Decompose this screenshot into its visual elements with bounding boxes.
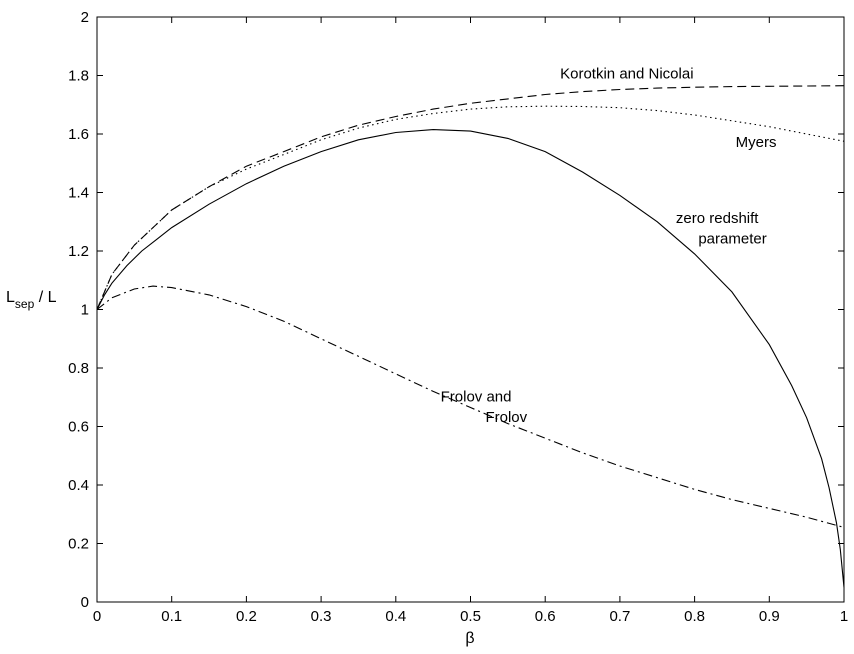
x-tick-label: 0.4	[385, 608, 406, 625]
series-line-1	[96, 105, 845, 310]
x-tick-label: 0.8	[684, 608, 705, 625]
y-tick-label: 0.6	[68, 419, 89, 436]
x-tick-label: 1	[840, 608, 848, 625]
x-axis-label: β	[465, 630, 474, 647]
annotation-label: Myers	[736, 134, 777, 151]
x-tick-label: 0.6	[535, 608, 556, 625]
series-line-0	[96, 85, 845, 310]
annotation-label: parameter	[698, 231, 766, 248]
x-tick-label: 0.2	[236, 608, 257, 625]
y-axis-label: Lsep / L	[6, 289, 57, 311]
y-axis-label-tail: / L	[34, 289, 56, 306]
y-tick-label: 0.4	[68, 477, 89, 494]
plot-frame	[96, 16, 845, 603]
series-line-2	[96, 129, 845, 588]
annotation-label: zero redshift	[676, 210, 759, 227]
y-tick-label: 0.2	[68, 536, 89, 553]
x-tick-label: 0	[93, 608, 101, 625]
series-line-3	[96, 285, 845, 528]
annotation-label: Frolov and	[441, 389, 512, 406]
y-axis-label-main: L	[6, 289, 15, 306]
y-axis-label-sub: sep	[15, 297, 35, 311]
y-tick-label: 2	[81, 9, 89, 26]
annotation-label: Frolov	[485, 409, 527, 426]
y-tick-label: 1.2	[68, 243, 89, 260]
axis-ticks: 0 0.1 0.2 0.3 0.4 0.5 0.6 0.7 0.8 0.9 1 0 0.2 0.4 0.6 0…	[68, 9, 848, 625]
annotation-group: Korotkin and Nicolai Myers zero redshift pa…	[441, 65, 777, 426]
y-tick-label: 1	[81, 302, 89, 319]
annotation-label: Korotkin and Nicolai	[560, 65, 693, 82]
y-tick-label: 1.4	[68, 185, 89, 202]
x-tick-label: 0.7	[609, 608, 630, 625]
y-tick-label: 0.8	[68, 360, 89, 377]
y-tick-label: 1.8	[68, 68, 89, 85]
series-group	[96, 85, 845, 588]
x-tick-label: 0.9	[759, 608, 780, 625]
x-tick-label: 0.3	[311, 608, 332, 625]
x-tick-label: 0.5	[460, 608, 481, 625]
y-tick-label: 0	[81, 594, 89, 611]
y-tick-label: 1.6	[68, 126, 89, 143]
x-tick-label: 0.1	[161, 608, 182, 625]
